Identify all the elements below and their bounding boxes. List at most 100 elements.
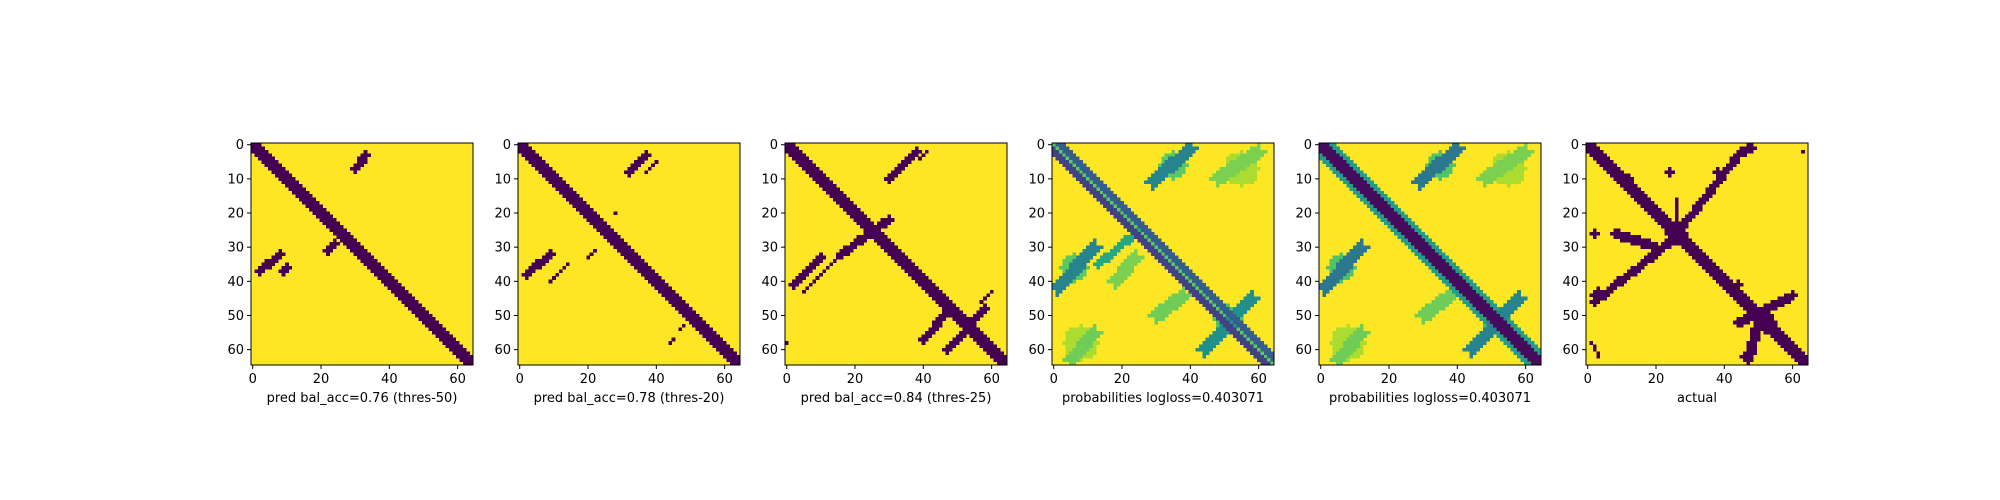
heatmap-cell <box>1373 204 1378 209</box>
heatmap-cell <box>1383 204 1388 209</box>
heatmap-cell <box>1476 289 1480 294</box>
heatmap-cell <box>1202 286 1206 291</box>
heatmap-cell <box>1678 228 1682 233</box>
heatmap-cell <box>1510 306 1514 311</box>
heatmap-cell <box>1804 354 1809 359</box>
heatmap-cell <box>1339 347 1344 352</box>
heatmap-cell <box>1072 361 1077 366</box>
heatmap-cell <box>966 320 970 325</box>
heatmap-cell <box>1418 252 1422 256</box>
heatmap-cell <box>1055 149 1060 154</box>
heatmap-cell <box>1106 279 1111 284</box>
heatmap-cell <box>1178 293 1183 297</box>
heatmap-cell <box>1705 265 1710 270</box>
heatmap-cell <box>535 163 539 168</box>
heatmap-cell <box>1620 283 1624 287</box>
heatmap-cell <box>989 289 994 294</box>
heatmap-cell <box>836 194 840 198</box>
heatmap-cell <box>1157 255 1162 260</box>
heatmap-cell <box>1418 180 1422 185</box>
heatmap-cell <box>815 259 820 263</box>
heatmap-cell <box>1438 173 1443 178</box>
y-tick-label: 40 <box>1295 275 1312 290</box>
heatmap-cell <box>343 231 347 236</box>
heatmap-cell <box>1404 218 1409 222</box>
heatmap-cell <box>1667 228 1672 233</box>
heatmap-cell <box>1489 327 1494 332</box>
heatmap-cell <box>1777 341 1781 345</box>
heatmap-cell <box>603 235 608 239</box>
heatmap-cell <box>1229 160 1234 164</box>
heatmap-cell <box>1356 248 1361 253</box>
heatmap-cell <box>719 347 724 352</box>
heatmap-cell <box>1359 187 1364 192</box>
heatmap-cell <box>1215 317 1220 321</box>
heatmap-cell <box>1205 347 1210 352</box>
heatmap-cell <box>1506 324 1511 328</box>
heatmap-cell <box>462 361 467 366</box>
heatmap-cell <box>538 262 543 267</box>
heatmap-cell <box>1089 354 1094 359</box>
heatmap-cell <box>274 166 279 171</box>
heatmap-cell <box>363 156 368 161</box>
heatmap-cell <box>839 201 844 205</box>
heatmap-cell <box>1441 296 1446 301</box>
heatmap-cell <box>1743 317 1747 321</box>
heatmap-cell <box>586 207 590 212</box>
heatmap-cell <box>1623 276 1628 280</box>
heatmap-cell <box>819 177 823 181</box>
heatmap-cell <box>1222 177 1227 181</box>
heatmap-cell <box>846 201 851 205</box>
heatmap-cell <box>1336 358 1340 362</box>
heatmap-cell <box>1589 153 1594 157</box>
heatmap-cell <box>1099 201 1104 205</box>
heatmap-cell <box>1205 337 1210 342</box>
heatmap-cell <box>1506 337 1511 342</box>
heatmap-cell <box>661 286 666 291</box>
heatmap-cell <box>1510 300 1514 304</box>
heatmap-cell <box>928 327 933 332</box>
heatmap-cell <box>1086 245 1090 250</box>
heatmap-cell <box>1229 306 1234 311</box>
heatmap-cell <box>1448 149 1453 154</box>
heatmap-cell <box>264 149 269 154</box>
heatmap-cell <box>329 245 334 250</box>
heatmap-cell <box>521 272 526 277</box>
heatmap-cell <box>1736 279 1740 284</box>
heatmap-cell <box>1072 163 1077 168</box>
heatmap-cell <box>1322 293 1327 297</box>
heatmap-cell <box>1359 327 1364 332</box>
heatmap-cell <box>1517 170 1521 174</box>
heatmap-cell <box>1719 272 1723 277</box>
heatmap-cell <box>1215 303 1220 308</box>
heatmap-cell <box>692 313 696 318</box>
y-tick-label: 50 <box>1562 309 1579 324</box>
heatmap-cell <box>425 324 429 328</box>
heatmap-cell <box>257 143 262 147</box>
heatmap-cell <box>1503 313 1508 318</box>
heatmap-cell <box>702 320 707 325</box>
heatmap-cell <box>853 211 857 215</box>
heatmap-cell <box>1339 265 1344 270</box>
heatmap-cell <box>1250 160 1254 164</box>
heatmap-cell <box>363 255 368 260</box>
heatmap-cell <box>1472 306 1477 311</box>
heatmap-cell <box>1712 269 1717 274</box>
heatmap-cell <box>613 235 618 239</box>
heatmap-cell <box>1267 347 1271 352</box>
heatmap-cell <box>972 317 977 321</box>
heatmap-cell <box>1387 197 1391 202</box>
heatmap-cell <box>326 221 330 226</box>
heatmap-cell <box>1192 289 1196 294</box>
heatmap-cell <box>1517 156 1521 161</box>
heatmap-cell <box>1609 173 1614 178</box>
heatmap-cell <box>1219 300 1224 304</box>
heatmap-cell <box>1055 286 1060 291</box>
heatmap-cell <box>712 337 717 342</box>
heatmap-cell <box>1346 166 1350 171</box>
heatmap-cell <box>1787 344 1792 349</box>
heatmap-cell <box>1394 218 1398 222</box>
heatmap-cell <box>1421 177 1426 181</box>
heatmap-cell <box>1212 313 1217 318</box>
heatmap-cell <box>414 303 419 308</box>
